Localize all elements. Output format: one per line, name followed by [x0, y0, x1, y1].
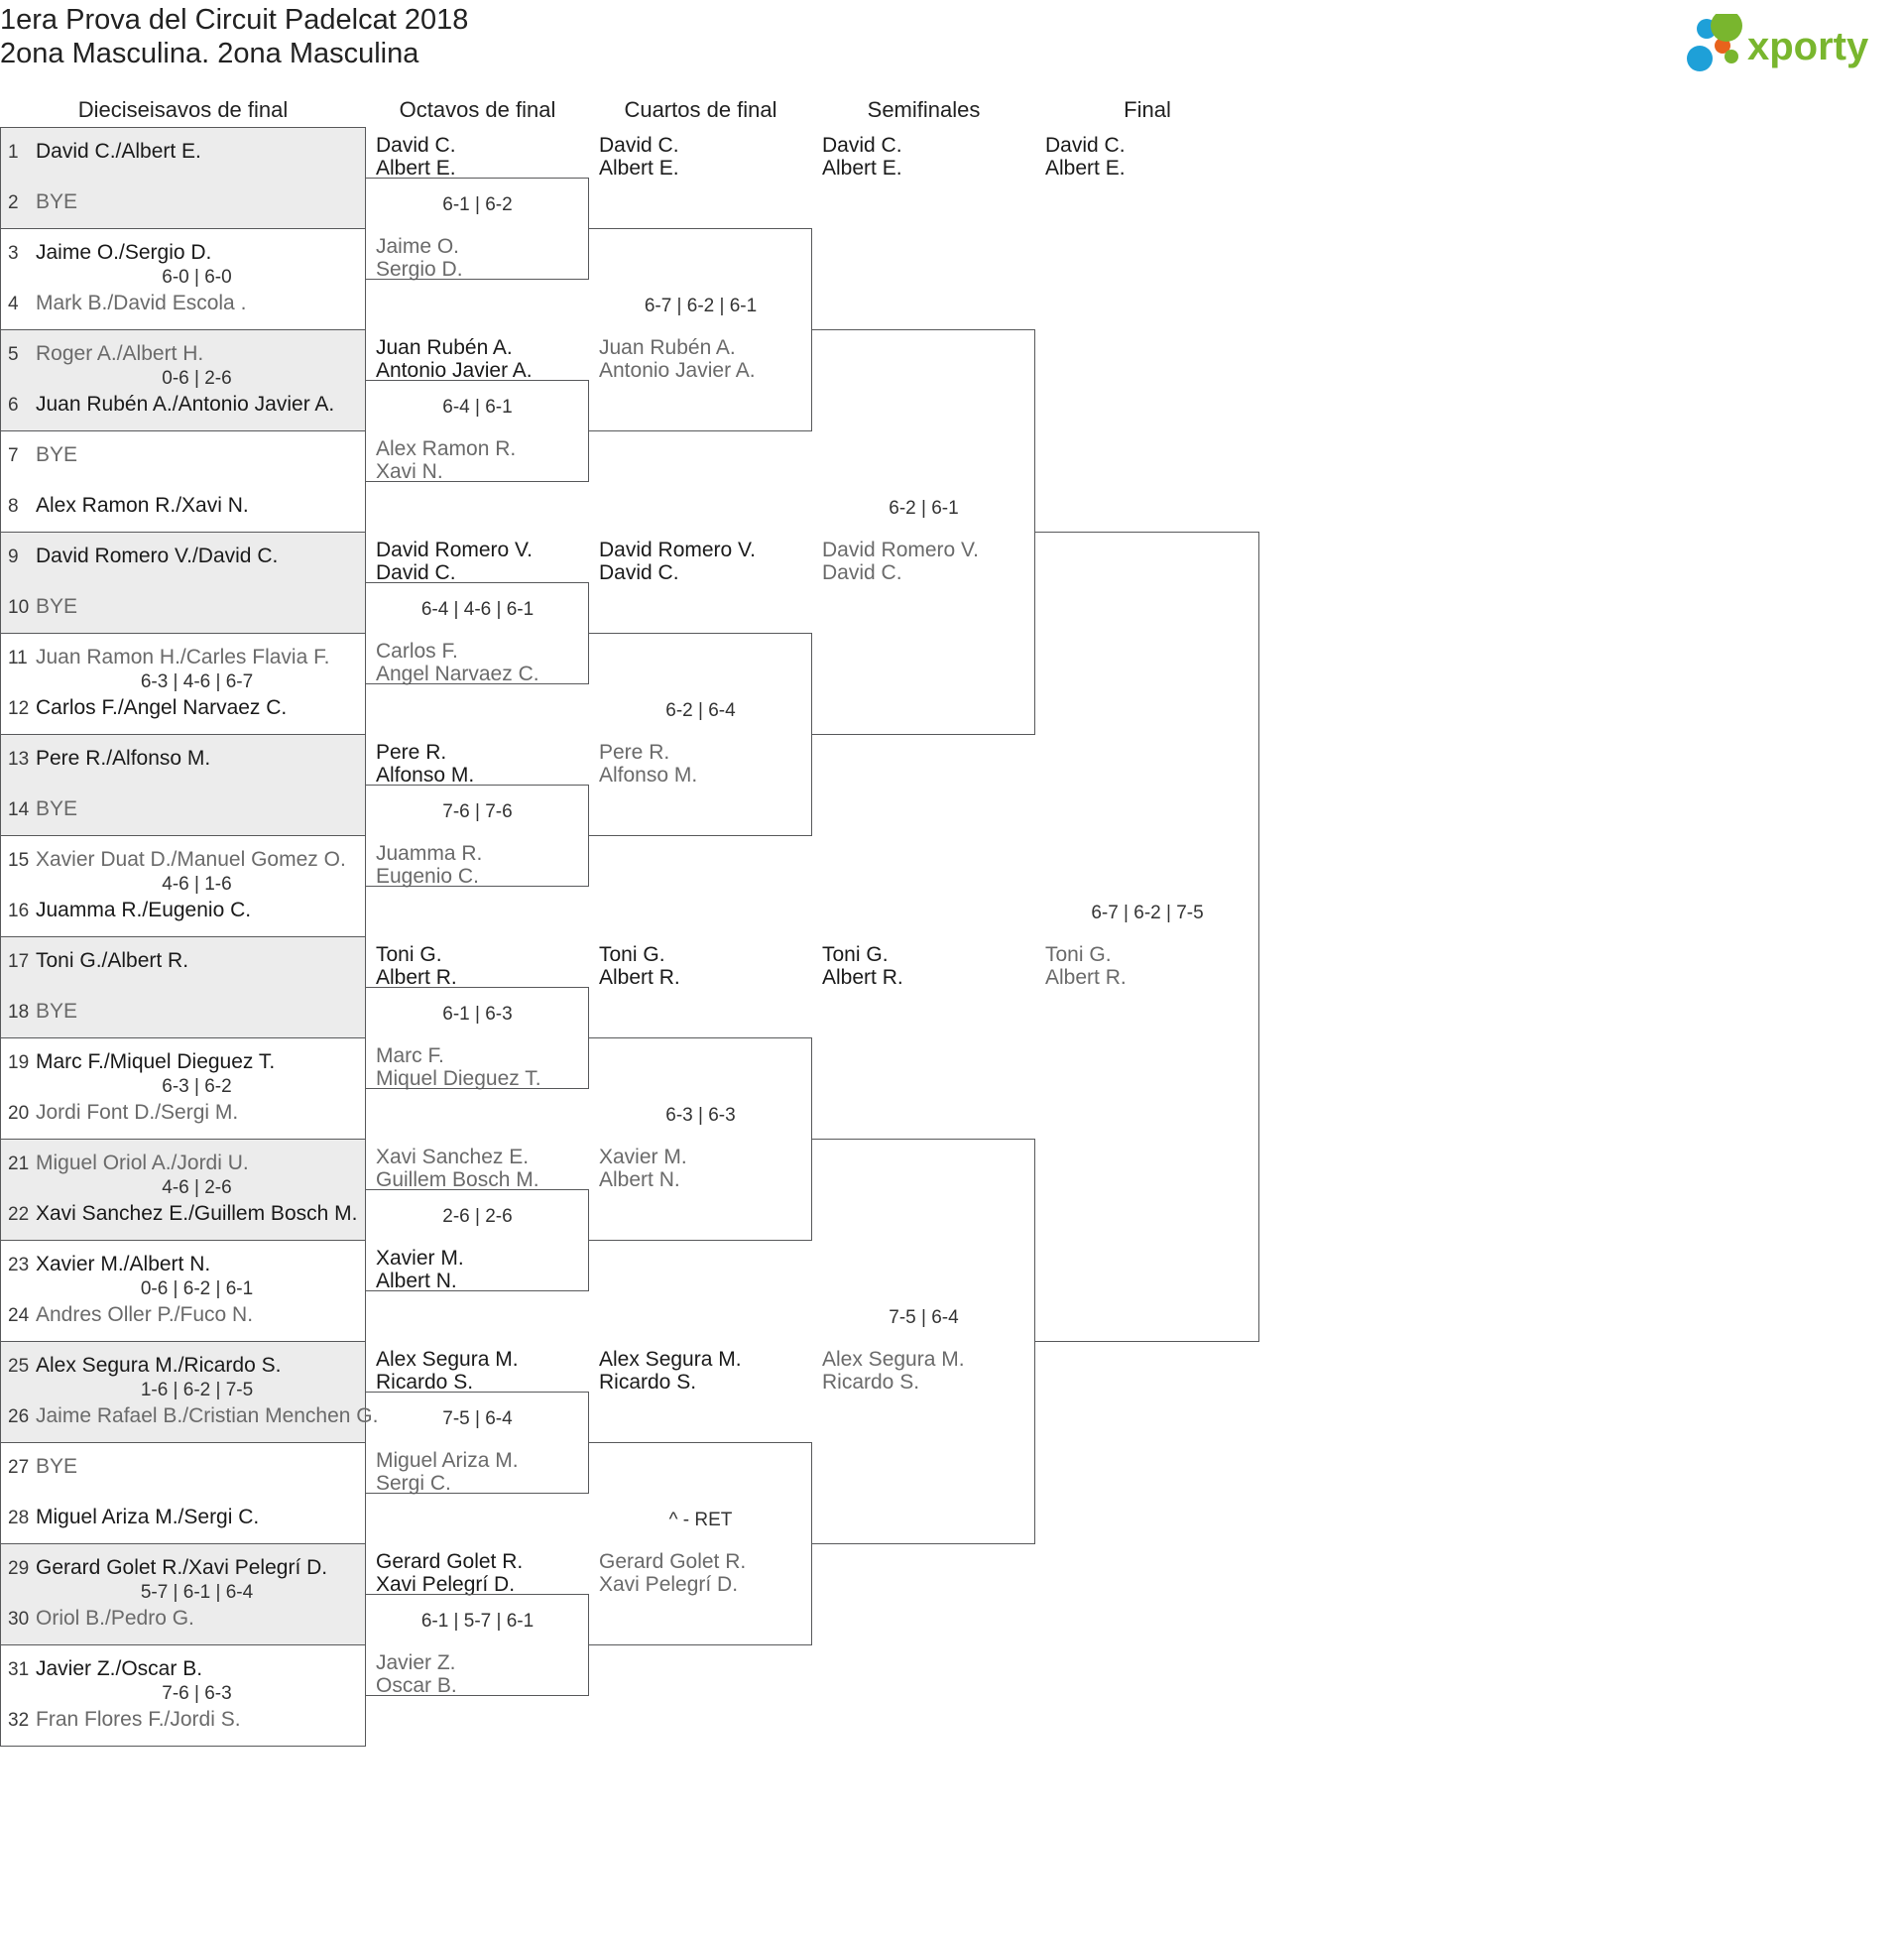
svg-text:xporty: xporty — [1747, 25, 1869, 68]
